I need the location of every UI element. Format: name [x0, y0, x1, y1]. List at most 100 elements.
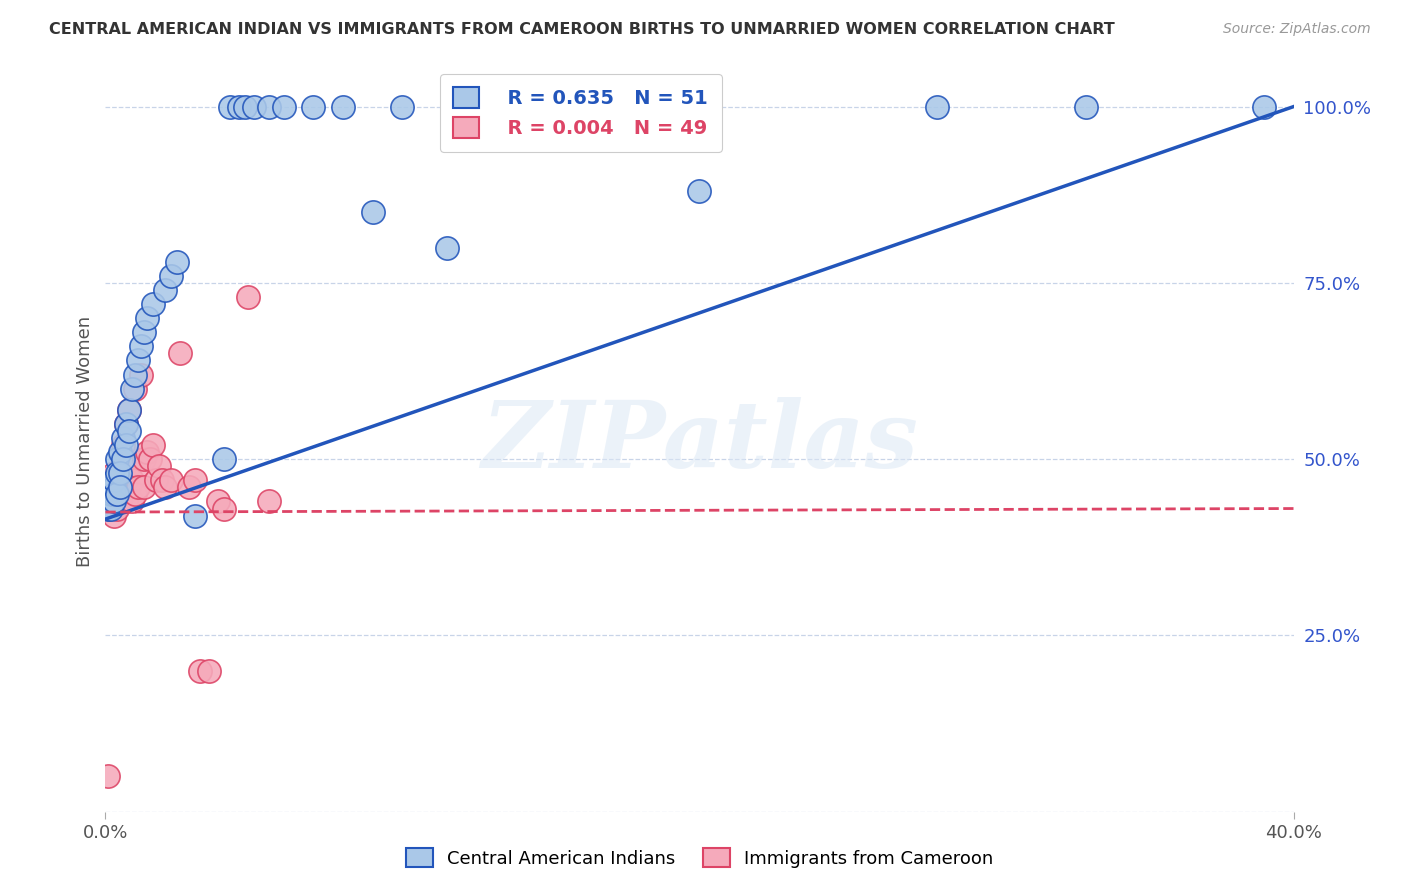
Point: [198, 664, 221, 678]
Point: [273, 100, 295, 114]
Point: [166, 254, 188, 268]
Point: [121, 382, 143, 396]
Point: [190, 664, 212, 678]
Point: [136, 445, 159, 459]
Point: [110, 467, 132, 481]
Point: [103, 494, 125, 508]
Point: [361, 205, 384, 219]
Point: [150, 473, 173, 487]
Point: [118, 424, 141, 438]
Point: [436, 241, 458, 255]
Point: [105, 467, 128, 481]
Point: [110, 445, 132, 459]
Point: [112, 487, 135, 501]
Point: [219, 100, 242, 114]
Point: [97, 501, 120, 516]
Point: [100, 501, 122, 516]
Point: [115, 473, 138, 487]
Point: [153, 480, 176, 494]
Point: [103, 494, 125, 508]
Point: [159, 268, 181, 283]
Point: [689, 184, 711, 198]
Point: [148, 459, 170, 474]
Point: [554, 100, 576, 114]
Point: [214, 452, 236, 467]
Point: [127, 459, 149, 474]
Point: [207, 494, 229, 508]
Point: [112, 438, 135, 452]
Point: [100, 494, 122, 508]
Point: [1253, 100, 1275, 114]
Point: [927, 100, 949, 114]
Y-axis label: Births to Unmarried Women: Births to Unmarried Women: [76, 316, 94, 567]
Point: [115, 438, 138, 452]
Point: [1074, 100, 1097, 114]
Point: [233, 100, 256, 114]
Point: [100, 494, 122, 508]
Point: [105, 452, 128, 467]
Point: [97, 487, 120, 501]
Point: [100, 480, 122, 494]
Point: [129, 368, 152, 382]
Point: [142, 297, 165, 311]
Text: CENTRAL AMERICAN INDIAN VS IMMIGRANTS FROM CAMEROON BIRTHS TO UNMARRIED WOMEN CO: CENTRAL AMERICAN INDIAN VS IMMIGRANTS FR…: [49, 22, 1115, 37]
Point: [142, 438, 165, 452]
Point: [112, 452, 135, 467]
Point: [127, 480, 149, 494]
Point: [103, 487, 125, 501]
Point: [110, 494, 132, 508]
Point: [118, 480, 141, 494]
Point: [115, 417, 138, 431]
Point: [257, 494, 280, 508]
Point: [332, 100, 354, 114]
Point: [105, 487, 128, 501]
Point: [121, 473, 143, 487]
Point: [112, 467, 135, 481]
Point: [214, 501, 236, 516]
Point: [136, 311, 159, 326]
Point: [100, 487, 122, 501]
Point: [115, 417, 138, 431]
Point: [100, 501, 122, 516]
Point: [391, 100, 413, 114]
Text: ZIPatlas: ZIPatlas: [481, 397, 918, 486]
Point: [132, 480, 155, 494]
Point: [257, 100, 280, 114]
Point: [110, 480, 132, 494]
Point: [236, 290, 259, 304]
Point: [118, 402, 141, 417]
Point: [105, 501, 128, 516]
Point: [127, 353, 149, 368]
Point: [132, 452, 155, 467]
Point: [103, 473, 125, 487]
Point: [132, 325, 155, 339]
Point: [177, 480, 200, 494]
Point: [124, 368, 146, 382]
Point: [103, 508, 125, 523]
Point: [112, 431, 135, 445]
Point: [97, 494, 120, 508]
Point: [159, 473, 181, 487]
Point: [105, 487, 128, 501]
Point: [129, 339, 152, 353]
Point: [97, 769, 120, 783]
Point: [118, 459, 141, 474]
Point: [124, 382, 146, 396]
Text: Source: ZipAtlas.com: Source: ZipAtlas.com: [1223, 22, 1371, 37]
Point: [169, 346, 191, 360]
Point: [228, 100, 250, 114]
Point: [121, 494, 143, 508]
Point: [110, 480, 132, 494]
Point: [103, 480, 125, 494]
Point: [153, 283, 176, 297]
Legend: Central American Indians, Immigrants from Cameroon: Central American Indians, Immigrants fro…: [396, 839, 1002, 877]
Point: [115, 494, 138, 508]
Point: [183, 473, 205, 487]
Point: [97, 501, 120, 516]
Point: [302, 100, 325, 114]
Point: [124, 487, 146, 501]
Point: [183, 508, 205, 523]
Point: [105, 473, 128, 487]
Point: [103, 467, 125, 481]
Point: [145, 473, 167, 487]
